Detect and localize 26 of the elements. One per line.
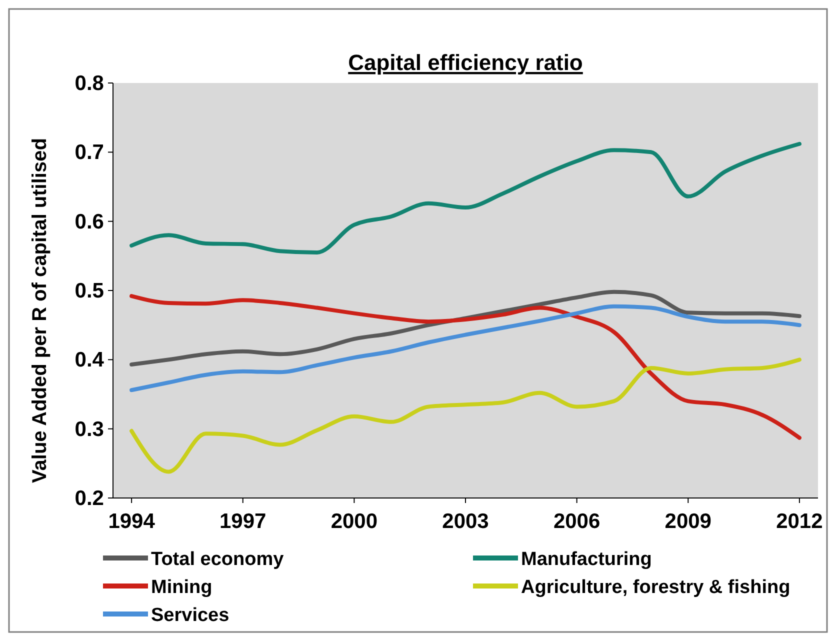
y-tick-label: 0.6: [74, 210, 104, 234]
x-tick-label: 2003: [442, 510, 489, 533]
legend-label: Manufacturing: [521, 549, 652, 570]
x-tick-label: 2006: [553, 510, 600, 533]
legend-label: Mining: [151, 577, 212, 598]
legend-label: Agriculture, forestry & fishing: [521, 577, 790, 598]
x-tick-label: 2012: [776, 510, 823, 533]
y-tick-label: 0.7: [74, 141, 104, 164]
x-tick-label: 2009: [664, 510, 712, 533]
line-series: [130, 142, 802, 254]
line-series: [130, 358, 802, 474]
x-tick-label: 1994: [108, 510, 156, 533]
y-tick-label: 0.8: [74, 72, 104, 95]
x-tick-label: 1997: [220, 510, 266, 533]
line-series: [130, 304, 802, 392]
x-tick-label: 2000: [330, 510, 378, 533]
line-series: [130, 294, 802, 440]
y-axis-title: Value Added per R of capital utilised: [29, 138, 51, 483]
y-tick-label: 0.3: [74, 418, 104, 441]
y-tick-label: 0.2: [74, 487, 104, 510]
chart-title: Capital efficiency ratio: [348, 50, 583, 75]
y-tick-label: 0.5: [74, 280, 104, 302]
legend-label: Services: [151, 605, 230, 626]
line-series: [130, 290, 802, 367]
y-tick-label: 0.4: [74, 348, 104, 372]
legend-label: Total economy: [151, 549, 284, 570]
